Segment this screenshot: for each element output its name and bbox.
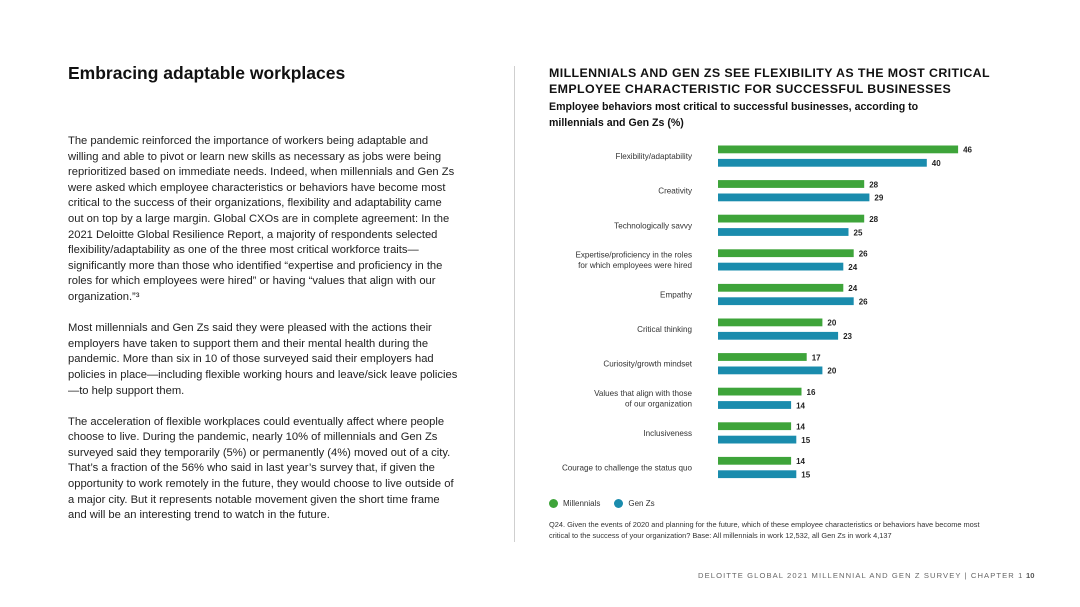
page-number: 10 xyxy=(1026,571,1035,580)
bar-genzs xyxy=(718,262,844,271)
category-label: Values that align with those of our organ… xyxy=(594,389,692,409)
chart-legend: Millennials Gen Zs xyxy=(549,499,669,508)
bar-millennials xyxy=(718,283,844,292)
data-label: 14 xyxy=(796,401,805,410)
data-label: 17 xyxy=(812,353,821,362)
category-label: Curiosity/growth mindset xyxy=(603,360,692,369)
legend-item-millennials: Millennials xyxy=(549,499,600,508)
data-label: 46 xyxy=(963,146,972,155)
legend-label-genzs: Gen Zs xyxy=(628,499,655,508)
bar-genzs xyxy=(718,366,823,375)
legend-swatch-genzs xyxy=(614,499,624,508)
category-label: Creativity xyxy=(658,187,693,196)
bar-genzs xyxy=(718,470,797,479)
data-label: 20 xyxy=(827,319,836,328)
page-footer: DELOITTE GLOBAL 2021 MILLENNIAL AND GEN … xyxy=(698,571,1024,580)
data-label: 16 xyxy=(807,388,816,397)
data-label: 15 xyxy=(801,436,810,445)
data-label: 25 xyxy=(854,228,863,237)
legend-swatch-millennials xyxy=(549,499,558,508)
category-label: Empathy xyxy=(660,291,693,300)
bar-millennials xyxy=(718,249,854,258)
data-label: 23 xyxy=(843,332,852,341)
data-label: 26 xyxy=(859,250,868,259)
bar-millennials xyxy=(718,214,865,223)
bar-genzs xyxy=(718,158,927,167)
category-label: Expertise/proficiency in the roles for wh… xyxy=(575,251,692,271)
data-label: 40 xyxy=(932,159,941,168)
data-label: 24 xyxy=(848,284,857,293)
chart-title: MILLENNIALS AND GEN ZS SEE FLEXIBILITY A… xyxy=(549,66,990,96)
chart-footnote: Q24. Given the events of 2020 and planni… xyxy=(549,520,980,540)
category-label: Inclusiveness xyxy=(643,429,692,438)
legend-label-millennials: Millennials xyxy=(563,499,601,508)
bar-genzs xyxy=(718,331,839,340)
bar-millennials xyxy=(718,145,959,154)
data-label: 29 xyxy=(874,194,883,203)
chart-subtitle: Employee behaviors most critical to succ… xyxy=(549,101,919,129)
category-label: Courage to challenge the status quo xyxy=(562,464,693,473)
data-label: 24 xyxy=(848,263,857,272)
data-label: 28 xyxy=(869,215,878,224)
bar-genzs xyxy=(718,297,854,306)
bar-millennials xyxy=(718,353,807,361)
bar-millennials xyxy=(718,387,802,396)
category-label: Flexibility/adaptability xyxy=(616,152,693,161)
bar-genzs xyxy=(718,193,870,202)
category-label: Critical thinking xyxy=(637,325,692,334)
data-label: 28 xyxy=(869,180,878,189)
bar-genzs xyxy=(718,435,797,444)
bar-millennials xyxy=(718,180,865,188)
column-divider xyxy=(514,66,515,542)
paragraph-1: The pandemic reinforced the importance o… xyxy=(68,135,455,303)
data-label: 26 xyxy=(859,298,868,307)
body-text: The pandemic reinforced the importance o… xyxy=(68,134,460,539)
legend-item-genzs: Gen Zs xyxy=(614,499,655,508)
paragraph-2: Most millennials and Gen Zs said they we… xyxy=(68,322,458,397)
data-label: 14 xyxy=(796,423,805,432)
bar-millennials xyxy=(718,318,823,327)
category-label: Technologically savvy xyxy=(614,221,693,230)
section-title: Embracing adaptable workplaces xyxy=(68,63,346,83)
data-label: 15 xyxy=(801,471,810,480)
paragraph-3: The acceleration of flexible workplaces … xyxy=(68,415,454,522)
bar-millennials xyxy=(718,456,792,465)
data-label: 20 xyxy=(827,367,836,376)
data-label: 14 xyxy=(796,457,805,466)
bar-genzs xyxy=(718,401,792,409)
bar-millennials xyxy=(718,422,792,431)
bar-genzs xyxy=(718,228,849,236)
